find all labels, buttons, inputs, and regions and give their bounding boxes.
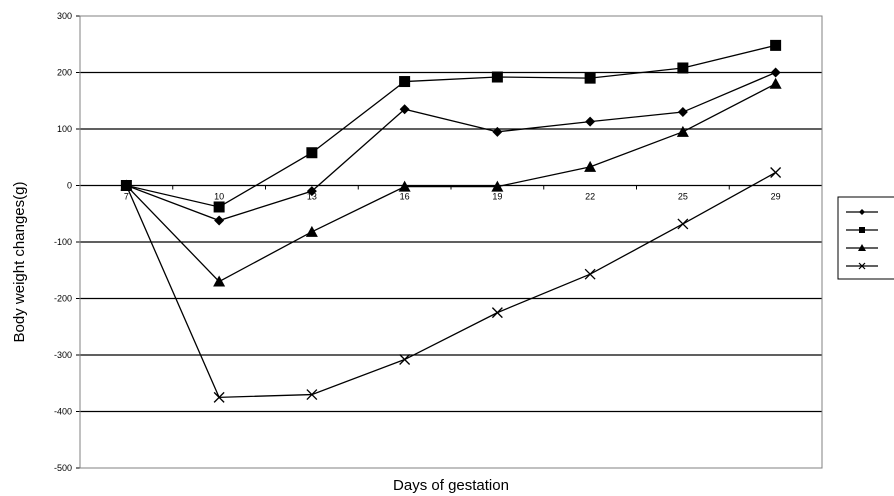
y-tick-label: 200 [57, 68, 72, 78]
x-tick-label: 29 [771, 192, 781, 202]
legend-entry-triangle [846, 244, 878, 251]
legend-marker-diamond [859, 209, 865, 215]
series-line [125, 171, 776, 399]
data-point-triangle [213, 275, 226, 287]
data-point-triangle [769, 77, 782, 89]
data-point-square [399, 76, 411, 88]
data-point-square [677, 62, 689, 74]
data-point-square [491, 71, 503, 83]
series-line [125, 83, 776, 283]
data-point-square [306, 147, 318, 159]
legend-entry-square [846, 227, 878, 233]
gridlines [76, 15, 823, 469]
legend-marker-x [858, 262, 866, 270]
data-point-triangle [584, 160, 597, 172]
y-tick-label: -100 [54, 237, 72, 247]
data-point-x [399, 354, 411, 365]
y-tick-label: 0 [67, 181, 72, 191]
x-tick-label: 13 [307, 192, 317, 202]
x-tick-label: 10 [214, 192, 224, 202]
data-point-triangle [491, 180, 504, 192]
data-point-x [120, 180, 132, 191]
data-point-x [770, 167, 782, 178]
legend-marker-square [859, 227, 865, 233]
data-point-diamond [770, 67, 781, 78]
data-point-x [306, 389, 318, 401]
x-tick-label: 19 [492, 192, 502, 202]
series-x [120, 167, 782, 403]
x-tick-label: 7 [124, 192, 129, 202]
data-point-triangle [398, 180, 411, 192]
y-tick-label: 100 [57, 124, 72, 134]
legend-marker-triangle [858, 244, 866, 251]
x-tick-label: 25 [678, 192, 688, 202]
data-point-diamond [399, 104, 410, 115]
data-point-diamond [585, 116, 596, 127]
data-point-square [770, 39, 782, 51]
data-point-x [213, 391, 225, 403]
x-tick-label: 22 [585, 192, 595, 202]
data-point-square [213, 201, 225, 213]
plot-area-frame [79, 15, 823, 469]
y-tick-labels: 300 200 100 0 -100 -200 -300 -400 -500 [54, 11, 72, 473]
data-point-x [677, 218, 689, 230]
legend-entry-x [846, 262, 878, 270]
series-line [126, 44, 776, 208]
y-tick-label: 300 [57, 11, 72, 21]
x-tick-label: 16 [400, 192, 410, 202]
series-lines [120, 39, 782, 403]
data-point-diamond [306, 186, 317, 197]
y-tick-label: -500 [54, 463, 72, 473]
x-axis-title: Days of gestation [393, 477, 509, 494]
x-tick-labels: 7 10 13 16 19 22 25 29 [124, 192, 781, 202]
data-point-square [584, 72, 596, 84]
data-point-diamond [214, 215, 225, 226]
data-point-triangle [676, 125, 689, 137]
data-point-x [584, 268, 596, 280]
data-point-diamond [492, 126, 503, 137]
y-tick-label: -200 [54, 294, 72, 304]
data-point-triangle [305, 225, 318, 237]
data-point-x [491, 307, 503, 319]
y-tick-label: -300 [54, 350, 72, 360]
legend [837, 196, 894, 280]
data-point-diamond [677, 107, 688, 118]
series-line [126, 71, 776, 222]
legend-entry-diamond [846, 209, 878, 215]
y-tick-label: -400 [54, 407, 72, 417]
legend-box [837, 196, 894, 280]
y-axis-title: Body weight changes(g) [11, 182, 28, 343]
